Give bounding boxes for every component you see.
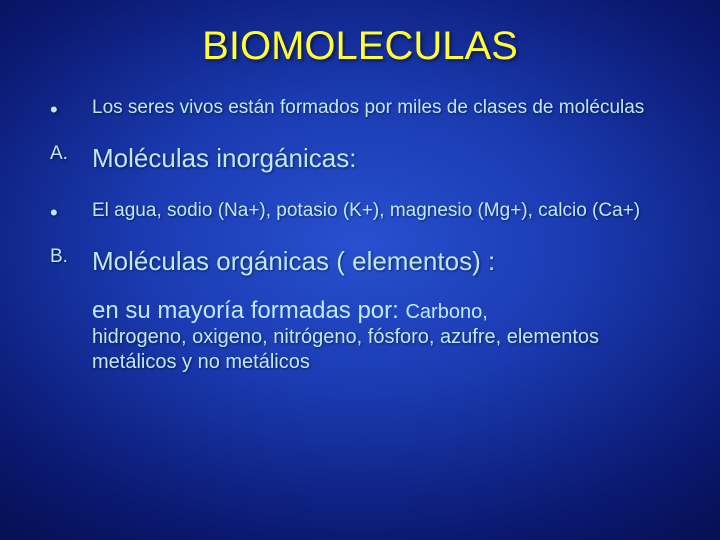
bullet-text: Los seres vivos están formados por miles… (92, 97, 670, 120)
section-b: B. Moléculas orgánicas ( elementos) : (50, 246, 670, 277)
closing-rest: hidrogeno, oxigeno, nitrógeno, fósforo, … (92, 325, 670, 374)
closing-block: en su mayoría formadas por: Carbono, hid… (50, 297, 670, 374)
slide-title: BIOMOLECULAS (50, 24, 670, 69)
section-a-marker: A. (50, 143, 92, 165)
bullet-item-intro: • Los seres vivos están formados por mil… (50, 97, 670, 121)
closing-line-1: en su mayoría formadas por: Carbono, (92, 297, 670, 325)
closing-lead-tail: Carbono, (405, 301, 487, 323)
bullet-marker: • (50, 97, 92, 121)
section-a-heading: Moléculas inorgánicas: (92, 143, 670, 174)
bullet-text: El agua, sodio (Na+), potasio (K+), magn… (92, 200, 670, 223)
section-b-marker: B. (50, 246, 92, 268)
bullet-marker: • (50, 200, 92, 224)
section-a: A. Moléculas inorgánicas: (50, 143, 670, 174)
bullet-item-inorganic: • El agua, sodio (Na+), potasio (K+), ma… (50, 200, 670, 224)
section-b-heading: Moléculas orgánicas ( elementos) : (92, 246, 670, 277)
closing-lead: en su mayoría formadas por: (92, 297, 405, 324)
